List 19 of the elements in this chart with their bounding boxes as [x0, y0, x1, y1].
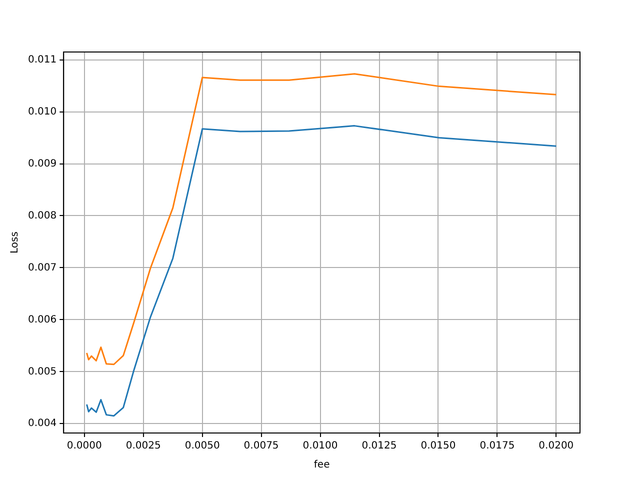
x-tick-label: 0.0175: [480, 440, 515, 452]
x-tick-label: 0.0025: [126, 440, 161, 452]
x-tick-label: 0.0075: [244, 440, 279, 452]
y-tick-label: 0.008: [28, 210, 57, 222]
x-tick-label: 0.0125: [362, 440, 397, 452]
x-tick-label: 0.0150: [420, 440, 456, 452]
x-tick-label: 0.0000: [66, 440, 102, 452]
x-axis-title: fee: [314, 460, 330, 471]
x-tick-label: 0.0200: [538, 440, 574, 452]
y-axis-title: Loss: [10, 232, 21, 254]
y-tick-label: 0.004: [28, 418, 57, 430]
y-tick-label: 0.011: [28, 54, 57, 66]
y-tick-label: 0.005: [28, 366, 57, 378]
y-tick-label: 0.007: [28, 262, 57, 274]
y-tick-label: 0.009: [28, 158, 57, 170]
x-tick-label: 0.0050: [184, 440, 220, 452]
y-tick-label: 0.010: [28, 106, 57, 118]
x-tick-label: 0.0100: [302, 440, 338, 452]
y-tick-label: 0.006: [28, 314, 57, 326]
